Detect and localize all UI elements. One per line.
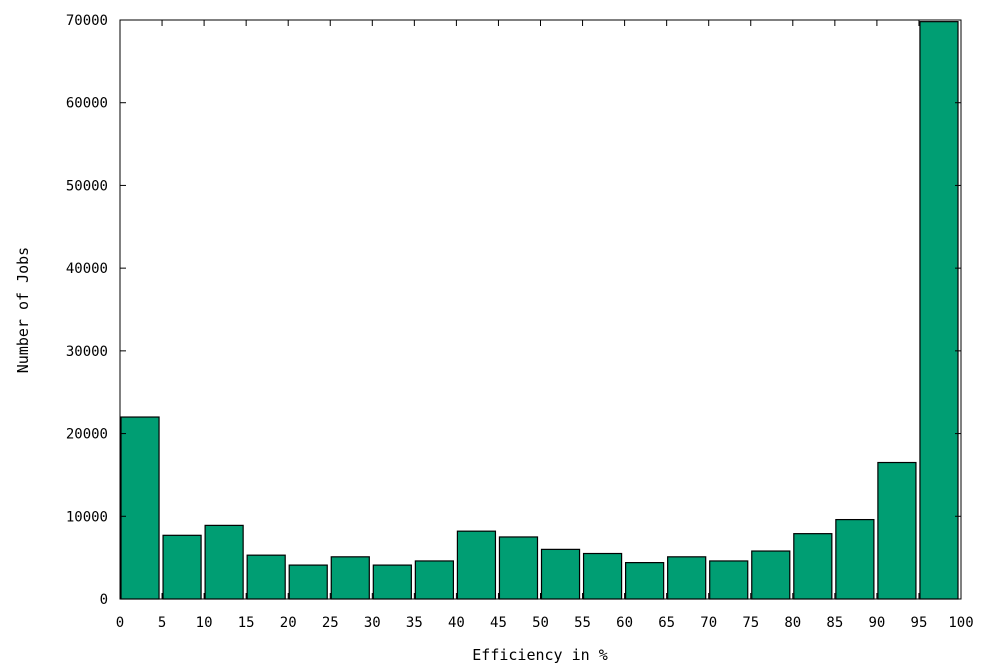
x-tick-label: 15 [238,615,255,631]
x-tick-label: 25 [322,615,339,631]
y-tick-label: 20000 [66,427,108,443]
bar-50-55 [540,548,581,600]
bar-10-15 [204,524,244,600]
bar-95-100 [919,21,959,600]
x-axis-label: Efficiency in % [472,646,607,664]
bar-85-90 [835,518,875,600]
bar-65-70 [667,556,707,600]
bar-15-20 [246,554,286,600]
x-tick-label: 60 [616,615,633,631]
x-tick-label: 0 [116,615,124,631]
y-tick-label: 50000 [66,178,108,194]
y-tick-label: 70000 [66,13,108,29]
bar-55-60 [582,552,623,600]
y-axis-ticks: 0 10000 20000 30000 40000 50000 60000 70000 [66,13,961,608]
x-tick-label: 10 [196,615,213,631]
x-tick-label: 40 [448,615,465,631]
x-tick-label: 5 [158,615,166,631]
x-tick-label: 20 [280,615,297,631]
bar-30-35 [372,564,412,600]
x-tick-label: 90 [868,615,885,631]
x-tick-label: 80 [784,615,801,631]
bar-75-80 [751,550,791,600]
x-tick-label: 55 [574,615,591,631]
y-tick-label: 30000 [66,344,108,360]
bar-45-50 [498,536,539,600]
bar-70-75 [709,560,749,600]
bar-80-85 [793,533,833,600]
x-tick-label: 75 [742,615,759,631]
bar-20-25 [288,564,328,600]
bar-40-45 [456,530,497,600]
bar-5-10 [162,534,202,600]
bar-0-5 [120,416,160,600]
y-tick-label: 0 [100,592,108,608]
bar-25-30 [330,556,370,600]
y-tick-label: 40000 [66,261,108,277]
bar-60-65 [624,562,665,600]
y-axis-label: Number of Jobs [14,247,32,373]
bars-group [120,21,959,600]
x-tick-label: 50 [532,615,549,631]
x-axis-ticks: 0 5 10 15 20 25 30 35 40 45 50 55 60 65 70 75 80 85 90 95 10… [116,20,974,631]
plot-frame [119,19,962,600]
x-tick-label: 95 [911,615,928,631]
x-tick-label: 35 [406,615,423,631]
bar-35-40 [414,560,455,600]
y-tick-label: 60000 [66,96,108,112]
x-tick-label: 100 [948,615,973,631]
x-tick-label: 65 [658,615,675,631]
x-tick-label: 45 [490,615,507,631]
x-tick-label: 30 [364,615,381,631]
x-tick-label: 70 [700,615,717,631]
x-tick-label: 85 [826,615,843,631]
y-tick-label: 10000 [66,509,108,525]
bar-90-95 [877,461,917,600]
